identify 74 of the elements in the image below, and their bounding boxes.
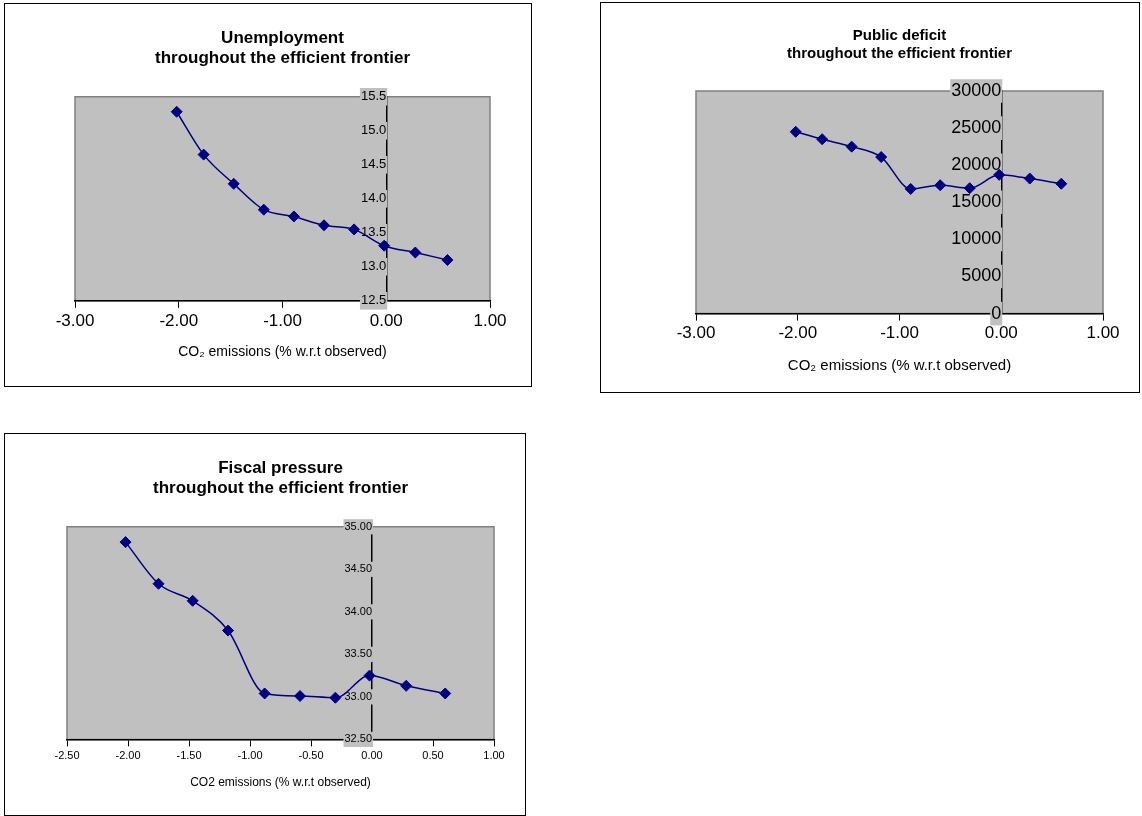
- x-tick-label: 0.00: [369, 310, 403, 330]
- point: [363, 669, 376, 682]
- point: [816, 133, 829, 146]
- y-tick-label: 14.0: [360, 190, 387, 206]
- point: [904, 182, 917, 195]
- point: [993, 168, 1006, 181]
- y-tick-label: 15.5: [360, 88, 387, 104]
- chart-title: Fiscal pressure throughout the efficient frontier: [153, 457, 409, 498]
- y-tick-label: 20000: [951, 154, 1002, 175]
- x-tick-label: -2.50: [54, 749, 80, 762]
- point: [152, 577, 165, 590]
- x-axis-title: CO₂ emissions (% w.r.t observed): [178, 343, 387, 360]
- y-tick-label: 5000: [961, 265, 1002, 286]
- point: [318, 219, 330, 232]
- point: [197, 148, 210, 161]
- point: [439, 687, 452, 700]
- y-tick-label: 34.00: [344, 604, 372, 617]
- y-tick-label: 30000: [951, 79, 1002, 100]
- x-tick-label: 1.00: [473, 310, 507, 330]
- y-tick-label: 33.50: [344, 647, 372, 660]
- x-tick-label: -1.00: [237, 749, 263, 762]
- point: [1023, 172, 1036, 185]
- point: [257, 203, 270, 216]
- y-tick-label: 14.5: [360, 156, 387, 172]
- point: [294, 690, 307, 703]
- x-tick-label: -1.00: [880, 323, 919, 343]
- x-axis-title: CO2 emissions (% w.r.t observed): [190, 775, 371, 790]
- x-tick-label: -3.00: [676, 323, 716, 343]
- y-tick-label: 35.00: [344, 519, 372, 532]
- x-tick-label: -1.00: [263, 310, 302, 330]
- point: [287, 210, 300, 223]
- x-tick-label: 1.00: [483, 749, 505, 762]
- point: [400, 679, 413, 692]
- x-axis-title: CO₂ emissions (% w.r.t observed): [787, 356, 1012, 374]
- x-tick-label: -2.00: [778, 323, 818, 343]
- x-tick-label: -2.00: [159, 310, 199, 330]
- x-tick-label: 0.00: [361, 749, 383, 762]
- point: [875, 151, 888, 164]
- y-tick-label: 12.5: [360, 292, 387, 308]
- y-tick-label: 10000: [951, 228, 1002, 249]
- y-tick-label: 34.50: [344, 562, 372, 575]
- point: [227, 177, 240, 190]
- point: [963, 182, 976, 195]
- y-tick-label: 13.5: [360, 224, 387, 240]
- point: [409, 246, 422, 259]
- x-tick-label: -3.00: [55, 310, 95, 330]
- y-tick-label: 0: [991, 302, 1002, 323]
- chart-title: Public deficit throughout the efficient frontier: [787, 26, 1013, 62]
- point: [1055, 177, 1068, 190]
- point: [186, 594, 199, 607]
- point: [258, 687, 271, 700]
- y-tick-label: 32.50: [344, 732, 372, 745]
- x-tick-label: -0.50: [298, 749, 324, 762]
- x-tick-label: 1.00: [1086, 323, 1120, 343]
- x-tick-label: -1.50: [176, 749, 202, 762]
- x-tick-label: -2.00: [115, 749, 141, 762]
- point: [378, 239, 391, 252]
- point: [934, 179, 947, 192]
- point: [222, 624, 235, 637]
- y-tick-label: 15000: [951, 191, 1002, 212]
- point: [348, 223, 361, 236]
- y-tick-label: 25000: [951, 117, 1002, 138]
- point: [441, 254, 454, 266]
- x-tick-label: 0.00: [984, 323, 1018, 343]
- point: [845, 140, 858, 153]
- point: [170, 105, 183, 118]
- point: [329, 691, 342, 704]
- point: [789, 125, 802, 138]
- point: [119, 536, 132, 549]
- y-tick-label: 15.0: [360, 122, 387, 138]
- chart-title: Unemployment throughout the efficient frontier: [155, 27, 411, 68]
- y-tick-label: 33.00: [344, 689, 372, 702]
- y-tick-label: 13.0: [360, 258, 387, 274]
- x-tick-label: 0.50: [422, 749, 444, 762]
